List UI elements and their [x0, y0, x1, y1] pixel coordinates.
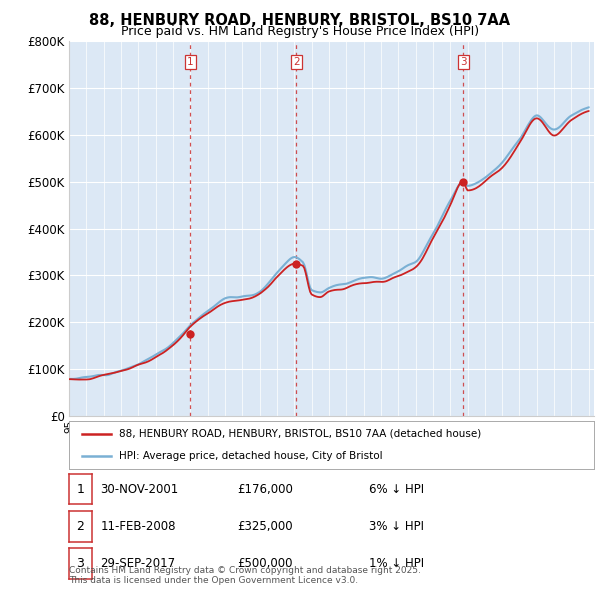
Text: 30-NOV-2001: 30-NOV-2001	[100, 483, 178, 496]
Text: 88, HENBURY ROAD, HENBURY, BRISTOL, BS10 7AA: 88, HENBURY ROAD, HENBURY, BRISTOL, BS10…	[89, 13, 511, 28]
Text: 88, HENBURY ROAD, HENBURY, BRISTOL, BS10 7AA (detached house): 88, HENBURY ROAD, HENBURY, BRISTOL, BS10…	[119, 429, 481, 439]
Text: 1: 1	[76, 483, 85, 496]
Text: 3% ↓ HPI: 3% ↓ HPI	[369, 520, 424, 533]
Text: 3: 3	[460, 57, 466, 67]
Text: 1% ↓ HPI: 1% ↓ HPI	[369, 557, 424, 570]
Text: HPI: Average price, detached house, City of Bristol: HPI: Average price, detached house, City…	[119, 451, 383, 461]
Text: 1: 1	[187, 57, 194, 67]
Text: Contains HM Land Registry data © Crown copyright and database right 2025.
This d: Contains HM Land Registry data © Crown c…	[69, 566, 421, 585]
Text: 6% ↓ HPI: 6% ↓ HPI	[369, 483, 424, 496]
Text: £500,000: £500,000	[237, 557, 293, 570]
Text: 3: 3	[76, 557, 85, 570]
Text: Price paid vs. HM Land Registry's House Price Index (HPI): Price paid vs. HM Land Registry's House …	[121, 25, 479, 38]
Text: 2: 2	[293, 57, 299, 67]
Text: 29-SEP-2017: 29-SEP-2017	[100, 557, 175, 570]
Text: £325,000: £325,000	[237, 520, 293, 533]
Text: 11-FEB-2008: 11-FEB-2008	[100, 520, 176, 533]
Text: 2: 2	[76, 520, 85, 533]
Text: £176,000: £176,000	[237, 483, 293, 496]
